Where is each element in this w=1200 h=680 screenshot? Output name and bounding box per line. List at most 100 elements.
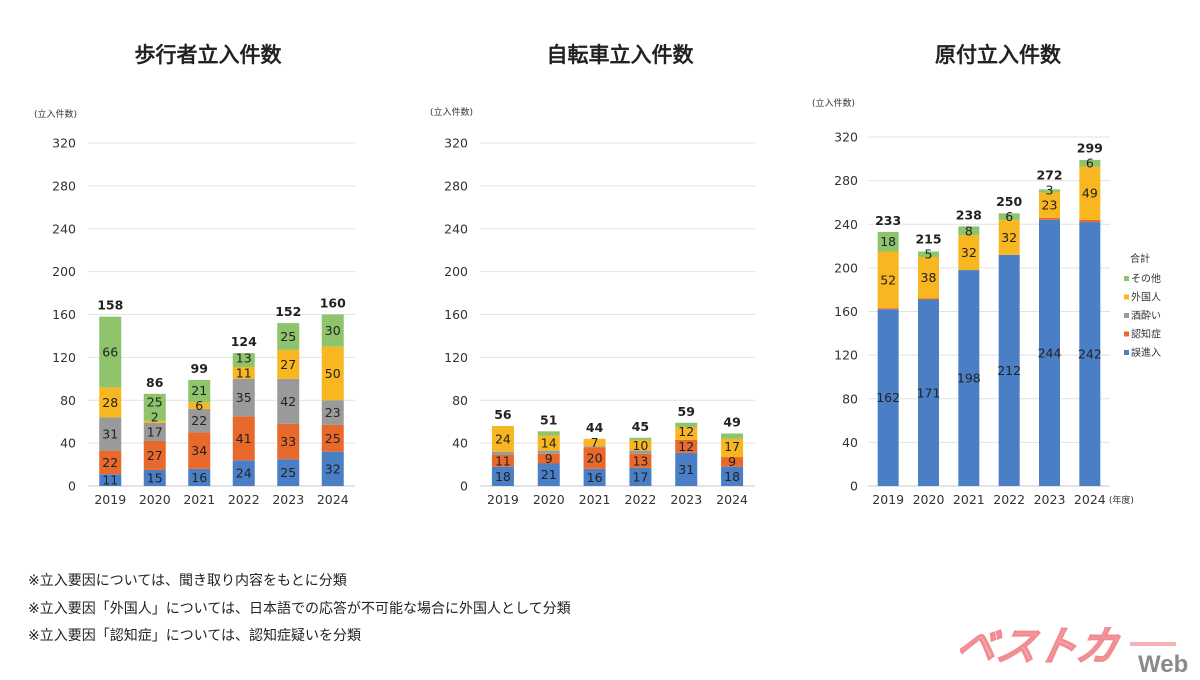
svg-text:ベストカ: ベストカ bbox=[960, 622, 1124, 669]
y-tick-label: 160 bbox=[834, 304, 858, 319]
x-tick-label: 2020 bbox=[139, 492, 171, 507]
x-tick-label: 2024 bbox=[716, 492, 748, 507]
bar-segment-酒酔い bbox=[232, 378, 255, 417]
bar-segment-外国人 bbox=[537, 435, 560, 451]
legend-swatch bbox=[1124, 276, 1129, 281]
bar-segment-外国人 bbox=[675, 427, 698, 440]
data-label: 5 bbox=[925, 247, 933, 262]
data-label: 17 bbox=[147, 424, 163, 439]
y-axis-unit-label: (立入件数) bbox=[812, 97, 855, 109]
y-tick-label: 120 bbox=[444, 350, 468, 365]
bar-segment-その他 bbox=[1039, 189, 1060, 193]
bar-segment-酒酔い bbox=[277, 378, 300, 424]
bar-segment-外国人 bbox=[918, 256, 939, 299]
chart-title: 自転車立入件数 bbox=[547, 43, 695, 67]
data-label: 30 bbox=[325, 323, 341, 338]
bar-segment-外国人 bbox=[583, 438, 606, 447]
legend-swatch bbox=[1124, 331, 1129, 337]
bar-segment-誤進入 bbox=[918, 299, 939, 486]
bar-segment-誤進入 bbox=[629, 467, 652, 486]
bar-segment-認知症 bbox=[321, 424, 344, 452]
bar-segment-外国人 bbox=[232, 367, 255, 379]
data-label: 50 bbox=[325, 366, 341, 381]
x-tick-label: 2024 bbox=[1074, 492, 1106, 507]
x-tick-label: 2020 bbox=[533, 492, 565, 507]
bar-segment-誤進入 bbox=[998, 254, 1020, 486]
bar-segment-その他 bbox=[918, 251, 939, 257]
data-label: 21 bbox=[541, 467, 557, 482]
bar-segment-誤進入 bbox=[877, 309, 899, 486]
bar-segment-誤進入 bbox=[537, 463, 560, 486]
total-label: 158 bbox=[97, 298, 123, 313]
x-tick-label: 2019 bbox=[872, 492, 904, 507]
y-tick-label: 320 bbox=[444, 136, 468, 151]
bar-segment-認知症 bbox=[232, 416, 255, 461]
bar-segment-誤進入 bbox=[721, 466, 744, 486]
y-tick-label: 280 bbox=[834, 173, 858, 188]
x-tick-label: 2020 bbox=[913, 492, 945, 507]
total-label: 215 bbox=[915, 232, 941, 247]
data-label: 3 bbox=[1046, 183, 1054, 198]
bar-segment-誤進入 bbox=[321, 451, 344, 486]
data-label: 12 bbox=[678, 424, 694, 439]
bar-segment-その他 bbox=[1079, 159, 1101, 167]
bar-segment-外国人 bbox=[321, 346, 344, 401]
bestcar-web-logo: ベストカ Web bbox=[951, 612, 1195, 680]
y-axis-unit-label: (立入件数) bbox=[34, 108, 77, 120]
data-label: 6 bbox=[1086, 156, 1094, 171]
y-axis-unit-label: (立入件数) bbox=[430, 106, 473, 118]
y-tick-label: 80 bbox=[60, 393, 76, 408]
svg-text:Web: Web bbox=[1138, 651, 1188, 676]
bar-segment-誤進入 bbox=[1079, 222, 1101, 486]
data-label: 11 bbox=[236, 365, 252, 380]
footnotes: ※立入要因については、聞き取り内容をもとに分類 ※立入要因「外国人」については、… bbox=[28, 568, 571, 651]
data-label: 11 bbox=[495, 453, 511, 468]
data-label: 25 bbox=[325, 431, 341, 446]
data-label: 16 bbox=[587, 470, 603, 485]
bar-segment-その他 bbox=[143, 393, 166, 421]
total-label: 124 bbox=[231, 334, 257, 349]
y-tick-label: 320 bbox=[834, 130, 858, 145]
data-label: 16 bbox=[191, 470, 207, 485]
bar-segment-認知症 bbox=[675, 439, 698, 453]
data-label: 66 bbox=[102, 345, 118, 360]
x-tick-label: 2021 bbox=[953, 492, 985, 507]
data-label: 34 bbox=[191, 443, 207, 458]
bar-segment-誤進入 bbox=[277, 459, 300, 486]
bar-segment-その他 bbox=[188, 379, 211, 403]
legend-title: 合計 bbox=[1130, 252, 1150, 265]
data-label: 28 bbox=[102, 395, 118, 410]
total-label: 86 bbox=[146, 375, 164, 390]
data-label: 10 bbox=[632, 438, 648, 453]
data-label: 162 bbox=[876, 390, 900, 405]
total-label: 152 bbox=[275, 304, 301, 319]
bar-segment-認知症 bbox=[629, 453, 652, 468]
y-tick-label: 120 bbox=[52, 350, 76, 365]
y-tick-label: 200 bbox=[444, 264, 468, 279]
chart-title: 歩行者立入件数 bbox=[135, 43, 283, 67]
data-label: 18 bbox=[495, 469, 511, 484]
legend-swatch bbox=[1124, 350, 1129, 355]
bar-segment-誤進入 bbox=[675, 452, 698, 486]
bar-segment-その他 bbox=[958, 226, 980, 236]
data-label: 17 bbox=[632, 469, 648, 484]
total-label: 272 bbox=[1036, 168, 1062, 183]
legend-swatch bbox=[1124, 294, 1129, 300]
y-tick-label: 200 bbox=[834, 260, 858, 275]
data-label: 42 bbox=[280, 394, 296, 409]
bar-segment-外国人 bbox=[721, 438, 744, 458]
data-label: 52 bbox=[880, 272, 896, 287]
bar-segment-その他 bbox=[629, 437, 652, 440]
bar-segment-その他 bbox=[877, 231, 899, 252]
legend-swatch bbox=[1124, 313, 1129, 318]
data-label: 25 bbox=[280, 465, 296, 480]
bar-segment-認知症 bbox=[188, 432, 211, 469]
y-tick-label: 80 bbox=[452, 393, 468, 408]
bar-segment-外国人 bbox=[877, 251, 899, 309]
data-label: 33 bbox=[280, 434, 296, 449]
bar-segment-誤進入 bbox=[143, 469, 166, 486]
data-label: 22 bbox=[191, 413, 207, 428]
legend-item: その他 bbox=[1131, 272, 1161, 285]
bar-segment-外国人 bbox=[998, 219, 1020, 255]
